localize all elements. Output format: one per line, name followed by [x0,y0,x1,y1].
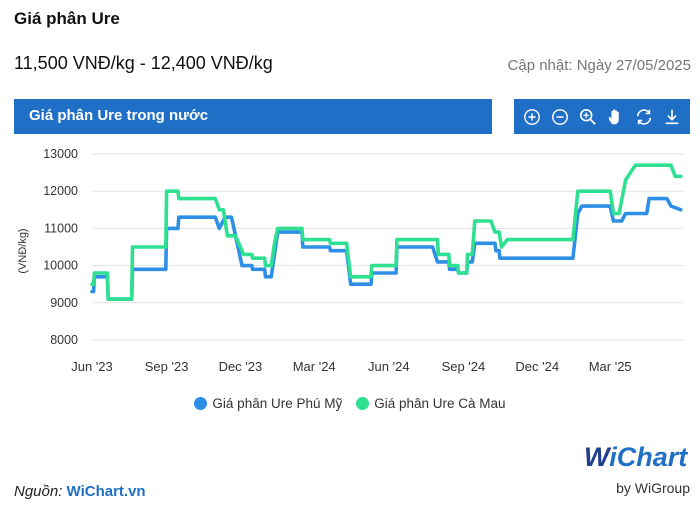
y-tick-label: 13000 [43,147,78,161]
magnify-icon[interactable] [578,107,598,127]
updated-date: Cập nhật: Ngày 27/05/2025 [507,57,691,74]
x-tick-label: Mar '25 [589,359,632,374]
legend-item-phu-my[interactable]: Giá phân Ure Phú Mỹ [194,396,342,411]
x-tick-label: Jun '23 [71,359,113,374]
y-axis-ticks: 8000 9000 10000 11000 12000 13000 [43,147,78,347]
x-axis-ticks: Jun '23 Sep '23 Dec '23 Mar '24 Jun '24 Sep '… [71,359,631,374]
page-title: Giá phân Ure [14,9,120,28]
y-tick-label: 12000 [43,184,78,198]
legend-label-ca-mau: Giá phân Ure Cà Mau [374,396,506,411]
y-tick-label: 8000 [50,333,78,347]
pan-hand-icon[interactable] [606,107,626,127]
x-tick-label: Sep '24 [442,359,486,374]
x-tick-label: Mar '24 [293,359,336,374]
x-tick-label: Sep '23 [145,359,189,374]
logo-wordmark: WiChart [584,442,688,472]
logo-byline: by WiGroup [616,480,690,496]
wichart-logo: WiChart by WiGroup [584,442,692,502]
price-range: 11,500 VNĐ/kg - 12,400 VNĐ/kg [14,53,273,73]
y-grid [92,153,684,341]
zoom-in-icon[interactable] [522,107,542,127]
y-tick-label: 10000 [43,259,78,273]
source-label: Nguồn: [14,483,67,500]
series-line-ca-mau [90,163,683,301]
x-tick-label: Dec '23 [219,359,263,374]
legend-swatch-phu-my [194,397,208,410]
line-chart: 8000 9000 10000 11000 12000 13000 Jun '23 Sep … [17,147,684,374]
series-line-phu-my [90,196,683,301]
legend-label-phu-my: Giá phân Ure Phú Mỹ [212,396,343,411]
chart-toolbar [514,99,690,134]
chart-legend: Giá phân Ure Phú Mỹ Giá phân Ure Cà Mau [0,396,700,411]
y-axis-label: (VNĐ/kg) [17,228,29,273]
x-tick-label: Dec '24 [515,359,559,374]
y-tick-label: 11000 [44,221,78,235]
reset-icon[interactable] [634,107,654,127]
download-icon[interactable] [662,107,682,127]
source-link[interactable]: WiChart.vn [66,483,146,500]
legend-item-ca-mau[interactable]: Giá phân Ure Cà Mau [356,396,506,411]
source-note: Nguồn: WiChart.vn [14,483,146,500]
legend-swatch-ca-mau [356,397,370,410]
zoom-out-icon[interactable] [550,107,570,127]
chart-tab-domestic-ure[interactable]: Giá phân Ure trong nước [14,99,492,134]
series-lines [90,163,683,301]
y-tick-label: 9000 [50,296,78,310]
x-tick-label: Jun '24 [368,359,410,374]
